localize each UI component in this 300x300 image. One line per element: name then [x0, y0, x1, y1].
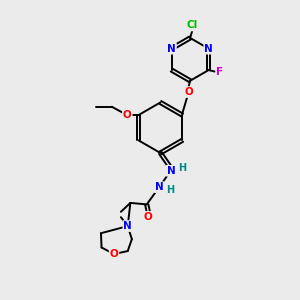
Text: N: N — [167, 44, 176, 54]
Text: N: N — [155, 182, 164, 192]
Text: O: O — [184, 87, 193, 97]
Text: F: F — [216, 67, 224, 76]
Text: N: N — [204, 44, 213, 54]
Text: N: N — [167, 166, 176, 176]
Text: O: O — [144, 212, 153, 222]
Text: H: H — [178, 163, 186, 173]
Text: O: O — [123, 110, 132, 120]
Text: Cl: Cl — [187, 20, 198, 31]
Text: H: H — [167, 184, 175, 194]
Text: N: N — [123, 221, 132, 231]
Text: O: O — [110, 249, 118, 259]
